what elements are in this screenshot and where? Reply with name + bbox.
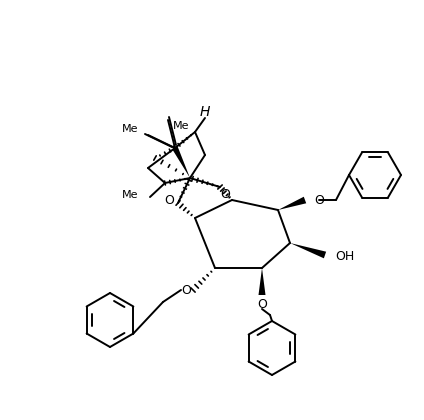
- Text: O: O: [220, 187, 230, 200]
- Text: O: O: [164, 194, 174, 207]
- Text: H: H: [200, 105, 210, 119]
- Text: Me: Me: [173, 121, 190, 131]
- Text: O: O: [257, 297, 267, 310]
- Text: O: O: [181, 284, 191, 297]
- Polygon shape: [172, 147, 190, 178]
- Polygon shape: [278, 197, 306, 210]
- Polygon shape: [259, 268, 265, 295]
- Text: Me: Me: [122, 190, 138, 200]
- Text: Me: Me: [122, 124, 138, 134]
- Polygon shape: [290, 243, 326, 258]
- Text: OH: OH: [335, 250, 354, 263]
- Text: O: O: [314, 194, 324, 207]
